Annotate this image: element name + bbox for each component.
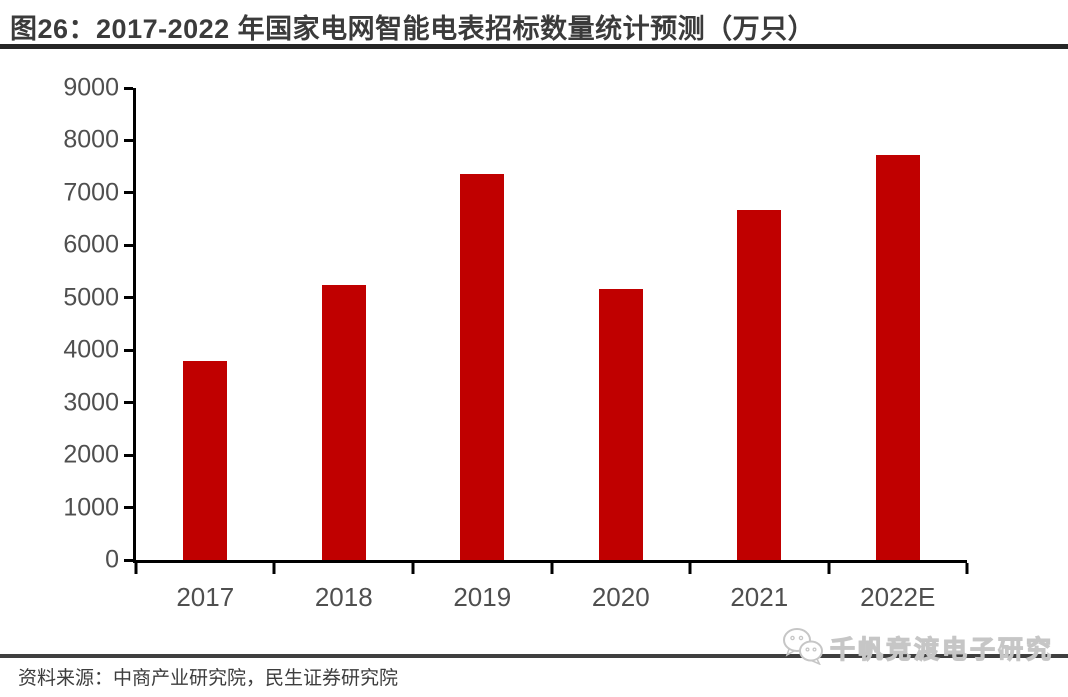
y-tick-label: 2000 <box>63 440 119 469</box>
wechat-icon <box>782 627 824 670</box>
plot-area: 0 1000 2000 3000 4000 5000 6000 7000 8000 9000 201… <box>63 74 969 612</box>
bar-2021 <box>737 210 782 560</box>
y-axis-tick <box>124 506 133 510</box>
source-note: 资料来源：中商产业研究院，民生证券研究院 <box>18 668 399 689</box>
x-axis-tick <box>411 563 415 574</box>
y-tick-label: 6000 <box>63 230 119 259</box>
y-axis-tick <box>124 296 133 300</box>
y-axis-tick <box>124 191 133 195</box>
x-axis-tick <box>827 563 830 574</box>
x-tick-label: 2021 <box>730 582 789 612</box>
x-axis-tick <box>688 563 692 574</box>
y-tick-label: 3000 <box>63 388 119 417</box>
bar-2018 <box>321 284 366 560</box>
bar-2020 <box>598 288 643 560</box>
y-axis-tick <box>124 348 133 352</box>
y-tick-label: 1000 <box>63 493 119 522</box>
y-axis-tick <box>124 86 133 90</box>
x-axis-tick <box>965 563 969 574</box>
bar-2019 <box>460 173 505 560</box>
x-tick-label: 2018 <box>314 582 373 612</box>
x-tick-label: 2020 <box>591 582 650 612</box>
x-axis-tick <box>134 563 138 574</box>
bar-2022E <box>875 154 920 560</box>
y-tick-label: 4000 <box>63 335 119 364</box>
y-tick-label: 8000 <box>63 125 119 154</box>
y-tick-label: 5000 <box>63 283 119 312</box>
footer-divider <box>0 654 1068 658</box>
y-axis-tick <box>124 401 133 405</box>
watermark-text: 千帆竞渡电子研究 <box>829 635 1054 664</box>
x-axis-tick <box>272 563 276 574</box>
x-tick-label: 2019 <box>453 582 512 612</box>
y-axis-tick <box>124 138 133 142</box>
y-axis-tick <box>124 558 133 562</box>
y-axis-tick <box>124 243 133 247</box>
x-axis-tick <box>550 563 553 574</box>
bar-2017 <box>183 360 228 560</box>
y-tick-label: 0 <box>105 545 119 574</box>
chart-title: 图26：2017-2022 年国家电网智能电表招标数量统计预测（万只） <box>10 14 816 44</box>
y-tick-label: 7000 <box>63 178 119 207</box>
chart-title-bar: 图26：2017-2022 年国家电网智能电表招标数量统计预测（万只） <box>0 0 1068 49</box>
y-axis-tick <box>124 453 133 457</box>
x-tick-label: 2017 <box>176 582 235 612</box>
x-tick-label: 2022E <box>860 582 936 612</box>
watermark: 千帆竞渡电子研究 <box>782 626 1054 670</box>
y-tick-label: 9000 <box>63 73 119 102</box>
